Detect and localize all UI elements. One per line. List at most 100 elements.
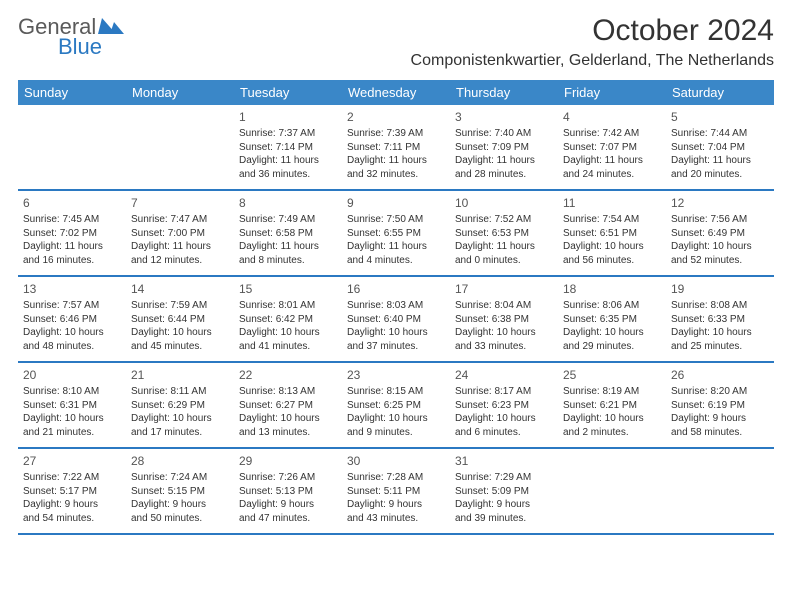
logo: GeneralBlue <box>18 14 138 64</box>
header: GeneralBlue October 2024 Componistenkwar… <box>18 14 774 70</box>
daylight-line: and 43 minutes. <box>347 512 445 526</box>
sunset-line: Sunset: 6:46 PM <box>23 313 121 327</box>
day-number: 14 <box>131 281 229 297</box>
daylight-line: and 21 minutes. <box>23 426 121 440</box>
daylight-line: and 29 minutes. <box>563 340 661 354</box>
day-cell: 6Sunrise: 7:45 AMSunset: 7:02 PMDaylight… <box>18 191 126 275</box>
daylight-line: Daylight: 10 hours <box>455 412 553 426</box>
daylight-line: Daylight: 10 hours <box>239 326 337 340</box>
daylight-line: and 47 minutes. <box>239 512 337 526</box>
sunset-line: Sunset: 6:42 PM <box>239 313 337 327</box>
day-cell: 24 Sunrise: 8:17 AMSunset: 6:23 PMDayligh… <box>450 363 558 447</box>
daylight-line: Daylight: 10 hours <box>23 326 121 340</box>
day-cell: 26Sunrise: 8:20 AMSunset: 6:19 PMDayligh… <box>666 363 774 447</box>
day-cell: 18Sunrise: 8:06 AMSunset: 6:35 PMDayligh… <box>558 277 666 361</box>
sunrise-line: Sunrise: 7:22 AM <box>23 471 121 485</box>
sunset-line: Sunset: 6:55 PM <box>347 227 445 241</box>
sunset-line: Sunset: 6:51 PM <box>563 227 661 241</box>
daylight-line: Daylight: 11 hours <box>455 154 553 168</box>
dow-cell: Monday <box>126 80 234 105</box>
sunset-line: Sunset: 6:58 PM <box>239 227 337 241</box>
sunset-line: Sunset: 6:38 PM <box>455 313 553 327</box>
day-number: 23 <box>347 367 445 383</box>
daylight-line: Daylight: 9 hours <box>347 498 445 512</box>
daylight-line: Daylight: 9 hours <box>671 412 769 426</box>
daylight-line: Daylight: 10 hours <box>347 412 445 426</box>
daylight-line: and 41 minutes. <box>239 340 337 354</box>
sunrise-line: Sunrise: 7:29 AM <box>455 471 553 485</box>
daylight-line: Daylight: 10 hours <box>239 412 337 426</box>
daylight-line: Daylight: 11 hours <box>347 154 445 168</box>
day-cell: 16Sunrise: 8:03 AMSunset: 6:40 PMDayligh… <box>342 277 450 361</box>
sunset-line: Sunset: 7:07 PM <box>563 141 661 155</box>
daylight-line: and 16 minutes. <box>23 254 121 268</box>
week-row: 6Sunrise: 7:45 AMSunset: 7:02 PMDaylight… <box>18 191 774 277</box>
day-cell: 17Sunrise: 8:04 AMSunset: 6:38 PMDayligh… <box>450 277 558 361</box>
sunrise-line: Sunrise: 8:13 AM <box>239 385 337 399</box>
day-number: 10 <box>455 195 553 211</box>
day-cell: 2Sunrise: 7:39 AMSunset: 7:11 PMDaylight… <box>342 105 450 189</box>
sunset-line: Sunset: 5:13 PM <box>239 485 337 499</box>
daylight-line: Daylight: 11 hours <box>671 154 769 168</box>
day-number: 18 <box>563 281 661 297</box>
daylight-line: and 58 minutes. <box>671 426 769 440</box>
day-number: 20 <box>23 367 121 383</box>
day-number: 24 <box>455 367 553 383</box>
day-cell: 28Sunrise: 7:24 AMSunset: 5:15 PMDayligh… <box>126 449 234 533</box>
day-number: 7 <box>131 195 229 211</box>
day-cell <box>666 449 774 533</box>
day-number: 1 <box>239 109 337 125</box>
sunset-line: Sunset: 7:11 PM <box>347 141 445 155</box>
day-cell: 7Sunrise: 7:47 AMSunset: 7:00 PMDaylight… <box>126 191 234 275</box>
day-cell: 19Sunrise: 8:08 AMSunset: 6:33 PMDayligh… <box>666 277 774 361</box>
dow-cell: Saturday <box>666 80 774 105</box>
daylight-line: Daylight: 9 hours <box>239 498 337 512</box>
daylight-line: and 8 minutes. <box>239 254 337 268</box>
day-cell: 27Sunrise: 7:22 AMSunset: 5:17 PMDayligh… <box>18 449 126 533</box>
sunrise-line: Sunrise: 8:04 AM <box>455 299 553 313</box>
day-number: 13 <box>23 281 121 297</box>
day-number: 3 <box>455 109 553 125</box>
daylight-line: Daylight: 11 hours <box>347 240 445 254</box>
sunset-line: Sunset: 6:23 PM <box>455 399 553 413</box>
sunset-line: Sunset: 6:49 PM <box>671 227 769 241</box>
daylight-line: and 6 minutes. <box>455 426 553 440</box>
sunset-line: Sunset: 5:09 PM <box>455 485 553 499</box>
day-cell: 13Sunrise: 7:57 AMSunset: 6:46 PMDayligh… <box>18 277 126 361</box>
sunset-line: Sunset: 6:29 PM <box>131 399 229 413</box>
sunrise-line: Sunrise: 8:08 AM <box>671 299 769 313</box>
day-number: 5 <box>671 109 769 125</box>
sunset-line: Sunset: 6:33 PM <box>671 313 769 327</box>
sunrise-line: Sunrise: 8:03 AM <box>347 299 445 313</box>
daylight-line: Daylight: 10 hours <box>671 240 769 254</box>
daylight-line: and 28 minutes. <box>455 168 553 182</box>
daylight-line: Daylight: 11 hours <box>455 240 553 254</box>
day-cell: 23Sunrise: 8:15 AMSunset: 6:25 PMDayligh… <box>342 363 450 447</box>
calendar-grid: SundayMondayTuesdayWednesdayThursdayFrid… <box>18 80 774 535</box>
sunset-line: Sunset: 6:25 PM <box>347 399 445 413</box>
sunset-line: Sunset: 7:04 PM <box>671 141 769 155</box>
day-number: 21 <box>131 367 229 383</box>
daylight-line: and 9 minutes. <box>347 426 445 440</box>
day-cell: 8Sunrise: 7:49 AMSunset: 6:58 PMDaylight… <box>234 191 342 275</box>
sunrise-line: Sunrise: 8:17 AM <box>455 385 553 399</box>
daylight-line: and 48 minutes. <box>23 340 121 354</box>
sunrise-line: Sunrise: 8:10 AM <box>23 385 121 399</box>
day-number: 12 <box>671 195 769 211</box>
daylight-line: Daylight: 10 hours <box>347 326 445 340</box>
daylight-line: and 45 minutes. <box>131 340 229 354</box>
sunset-line: Sunset: 6:19 PM <box>671 399 769 413</box>
calendar-page: GeneralBlue October 2024 Componistenkwar… <box>0 0 792 612</box>
dow-cell: Thursday <box>450 80 558 105</box>
day-of-week-header: SundayMondayTuesdayWednesdayThursdayFrid… <box>18 80 774 105</box>
sunrise-line: Sunrise: 7:50 AM <box>347 213 445 227</box>
day-cell: 4Sunrise: 7:42 AMSunset: 7:07 PMDaylight… <box>558 105 666 189</box>
sunset-line: Sunset: 6:27 PM <box>239 399 337 413</box>
sunset-line: Sunset: 6:53 PM <box>455 227 553 241</box>
day-cell <box>126 105 234 189</box>
day-number: 19 <box>671 281 769 297</box>
day-number: 11 <box>563 195 661 211</box>
daylight-line: Daylight: 11 hours <box>563 154 661 168</box>
day-number: 17 <box>455 281 553 297</box>
sunrise-line: Sunrise: 7:26 AM <box>239 471 337 485</box>
